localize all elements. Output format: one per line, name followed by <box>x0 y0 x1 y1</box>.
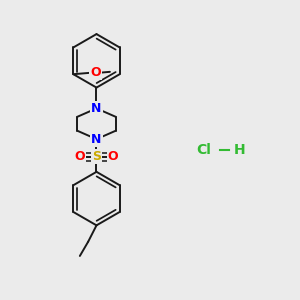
Text: O: O <box>75 151 86 164</box>
Text: O: O <box>107 151 118 164</box>
Text: N: N <box>91 133 102 146</box>
Text: N: N <box>91 102 102 115</box>
Text: H: H <box>233 143 245 157</box>
Text: Cl: Cl <box>196 143 211 157</box>
Text: O: O <box>90 66 101 79</box>
Text: S: S <box>92 151 101 164</box>
